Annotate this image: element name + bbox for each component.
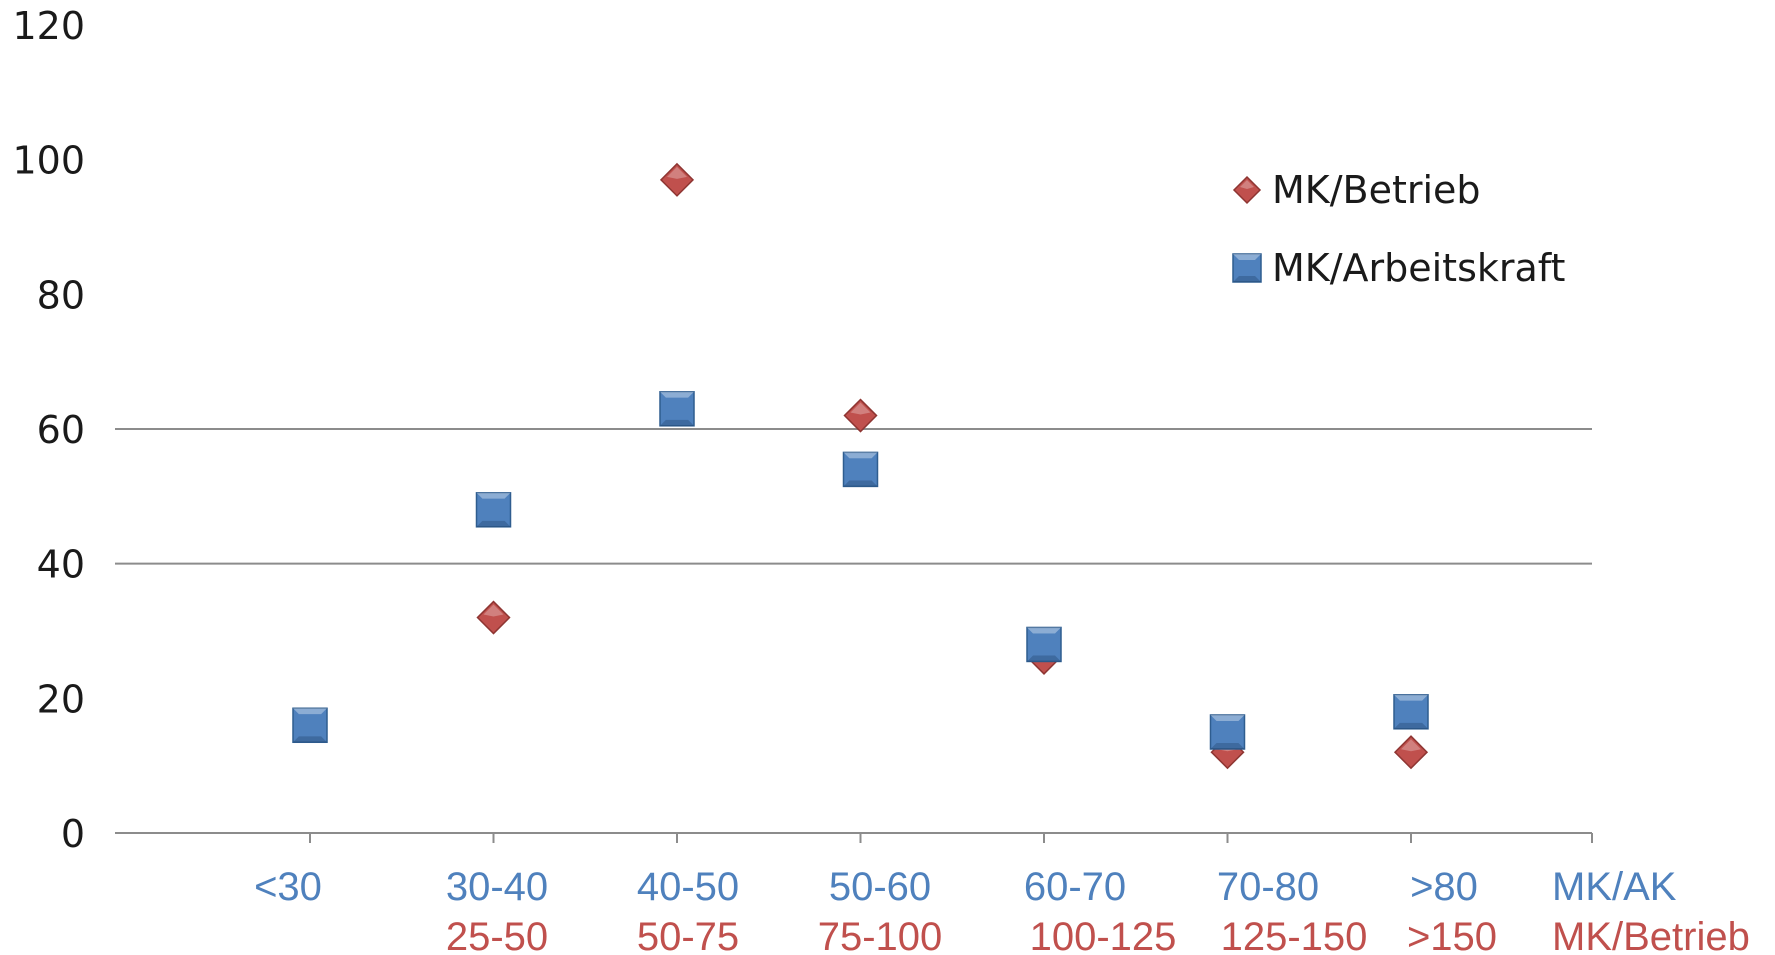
legend-marker-square-icon <box>1232 253 1262 283</box>
y-tick-label: 60 <box>37 408 85 452</box>
x-tick-label-betrieb: 75-100 <box>818 915 943 955</box>
y-tick-label: 120 <box>12 4 85 48</box>
x-row-label-betrieb: MK/Betrieb <box>1552 915 1750 955</box>
data-point-mk-betrieb <box>843 398 878 433</box>
y-tick-label: 20 <box>37 677 85 721</box>
data-point-mk-betrieb <box>659 162 695 197</box>
x-tick-label-ak: 30-40 <box>446 865 548 909</box>
data-point-mk-arbeitskraft <box>842 451 879 488</box>
x-tick-label-betrieb: 50-75 <box>637 915 739 955</box>
legend-label: MK/Arbeitskraft <box>1272 246 1565 290</box>
x-tick-label-ak: <30 <box>254 865 322 909</box>
data-points <box>292 162 1429 770</box>
x-axis-labels: <30 30-40 40-50 50-60 60-70 70-80 >80 25-50 50-7… <box>254 865 1750 955</box>
x-row-label-ak: MK/AK <box>1552 865 1677 909</box>
legend: MK/Betrieb MK/Arbeitskraft <box>1232 168 1565 290</box>
data-point-mk-arbeitskraft <box>292 707 328 744</box>
data-point-mk-betrieb <box>1393 735 1429 770</box>
x-axis <box>115 832 1593 843</box>
data-point-mk-arbeitskraft <box>659 391 695 427</box>
gridlines <box>115 428 1592 565</box>
data-point-mk-arbeitskraft <box>1209 714 1246 750</box>
x-tick-label-ak: 40-50 <box>637 865 739 909</box>
x-tick-label-betrieb: 25-50 <box>446 915 548 955</box>
y-axis-ticks: 0 20 40 60 80 100 120 <box>12 4 85 856</box>
x-tick-label-betrieb: 125-150 <box>1221 915 1368 955</box>
data-point-mk-betrieb <box>476 600 511 635</box>
y-tick-label: 80 <box>37 273 85 317</box>
data-point-mk-arbeitskraft <box>1026 626 1062 663</box>
x-tick-label-ak: 50-60 <box>829 865 931 909</box>
data-point-mk-arbeitskraft <box>1393 694 1429 730</box>
x-tick-label-ak: 60-70 <box>1024 865 1126 909</box>
data-point-mk-arbeitskraft <box>475 492 512 528</box>
y-tick-label: 100 <box>12 139 85 183</box>
x-tick-label-betrieb: >150 <box>1407 915 1497 955</box>
legend-marker-diamond-icon <box>1232 175 1262 205</box>
x-tick-label-ak: >80 <box>1410 865 1478 909</box>
x-tick-label-betrieb: 100-125 <box>1030 915 1177 955</box>
legend-label: MK/Betrieb <box>1272 168 1481 212</box>
y-tick-label: 40 <box>37 543 85 587</box>
y-tick-label: 0 <box>61 812 85 856</box>
x-tick-label-ak: 70-80 <box>1217 865 1319 909</box>
